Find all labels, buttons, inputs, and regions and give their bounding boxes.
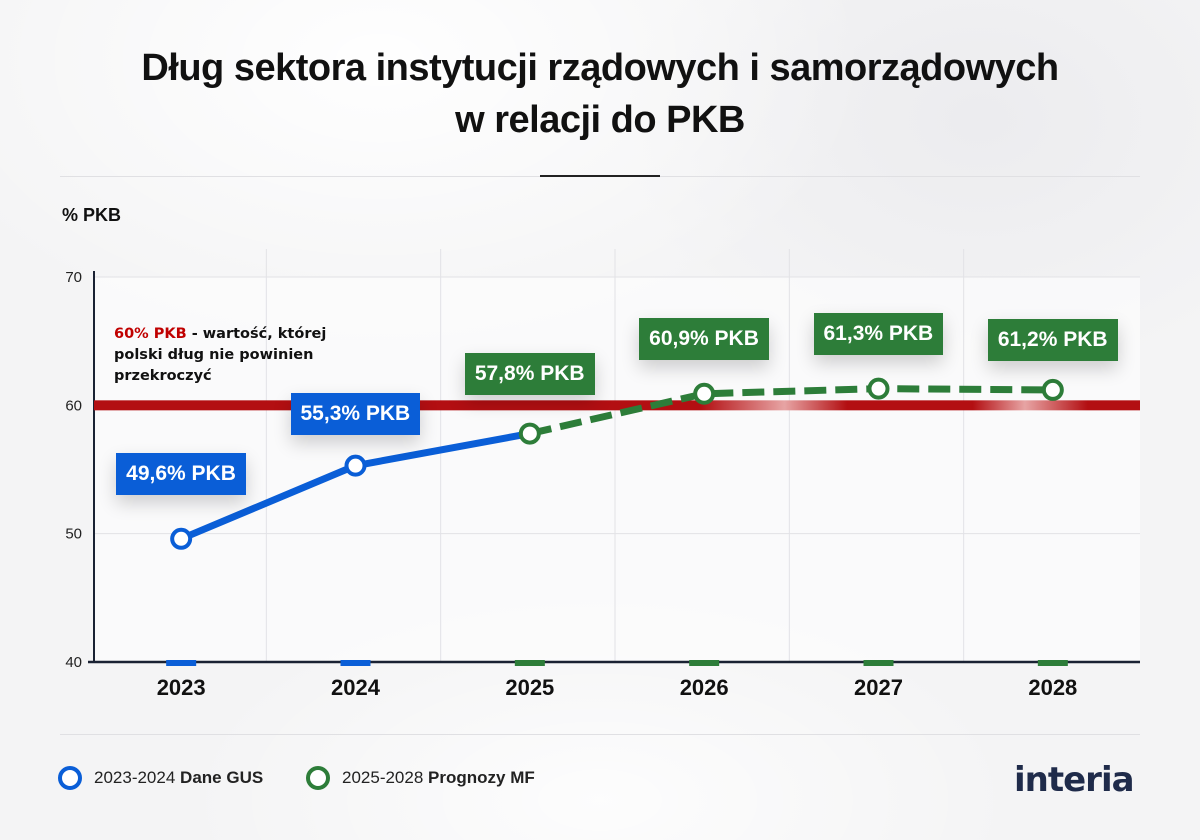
- x-tick-label: 2023: [157, 675, 206, 700]
- data-point: [693, 382, 716, 405]
- threshold-annotation-highlight: 60% PKB: [114, 326, 187, 342]
- x-tick-marker: [514, 660, 545, 666]
- y-tick-label: 50: [65, 526, 82, 543]
- chart-title-line1: Dług sektora instytucji rządowych i samo…: [141, 47, 1059, 89]
- data-label-2023: 49,6% PKB: [116, 452, 246, 495]
- data-label-2028: 61,2% PKB: [987, 318, 1118, 361]
- legend-range-forecast: 2025-2028: [342, 768, 424, 787]
- threshold-line: [94, 400, 1140, 411]
- x-tick-marker: [1037, 660, 1068, 666]
- threshold-annotation: 60% PKB - wartość, której polski dług ni…: [114, 324, 364, 387]
- x-tick-label: 2024: [331, 675, 381, 700]
- title-divider-accent: [540, 175, 660, 177]
- legend-marker-forecast-icon: [306, 766, 330, 790]
- y-tick-label: 40: [65, 654, 82, 671]
- x-tick-label: 2027: [854, 675, 903, 700]
- legend-name-actual: Dane GUS: [180, 768, 264, 787]
- chart-title-line2: w relacji do PKB: [455, 99, 745, 141]
- data-label-2024: 55,3% PKB: [290, 392, 421, 435]
- interia-logo: interia: [1014, 760, 1135, 800]
- threshold-annotation-text: - wartość, której polski dług nie powini…: [114, 326, 327, 384]
- x-tick-label: 2026: [680, 675, 729, 700]
- legend-item-forecast: 2025-2028 Prognozy MF: [306, 766, 535, 790]
- x-tick-marker: [863, 660, 894, 666]
- x-tick-label: 2025: [505, 675, 554, 700]
- x-tick-label: 2028: [1028, 675, 1077, 700]
- y-tick-label: 70: [65, 269, 82, 286]
- footer-divider: [60, 734, 1140, 735]
- x-tick-marker: [689, 660, 720, 666]
- data-point: [1041, 378, 1064, 401]
- data-label-2027: 61,3% PKB: [813, 312, 944, 355]
- y-axis-label: % PKB: [62, 205, 122, 225]
- chart-title: Dług sektora instytucji rządowych i samo…: [0, 42, 1200, 146]
- data-point: [170, 527, 193, 550]
- x-tick-marker: [166, 660, 197, 666]
- legend-item-actual: 2023-2024 Dane GUS: [58, 766, 263, 790]
- legend-range-actual: 2023-2024: [94, 768, 176, 787]
- legend-name-forecast: Prognozy MF: [428, 768, 535, 787]
- legend-marker-actual-icon: [58, 766, 82, 790]
- data-point: [518, 422, 541, 445]
- y-tick-label: 60: [65, 397, 82, 414]
- data-label-2026: 60,9% PKB: [639, 317, 769, 360]
- x-tick-marker: [340, 660, 371, 666]
- series-line-forecast: [529, 385, 1053, 437]
- plot-area: [94, 277, 1140, 662]
- data-point: [867, 377, 890, 400]
- data-point: [344, 454, 367, 477]
- data-label-2025: 57,8% PKB: [464, 352, 595, 395]
